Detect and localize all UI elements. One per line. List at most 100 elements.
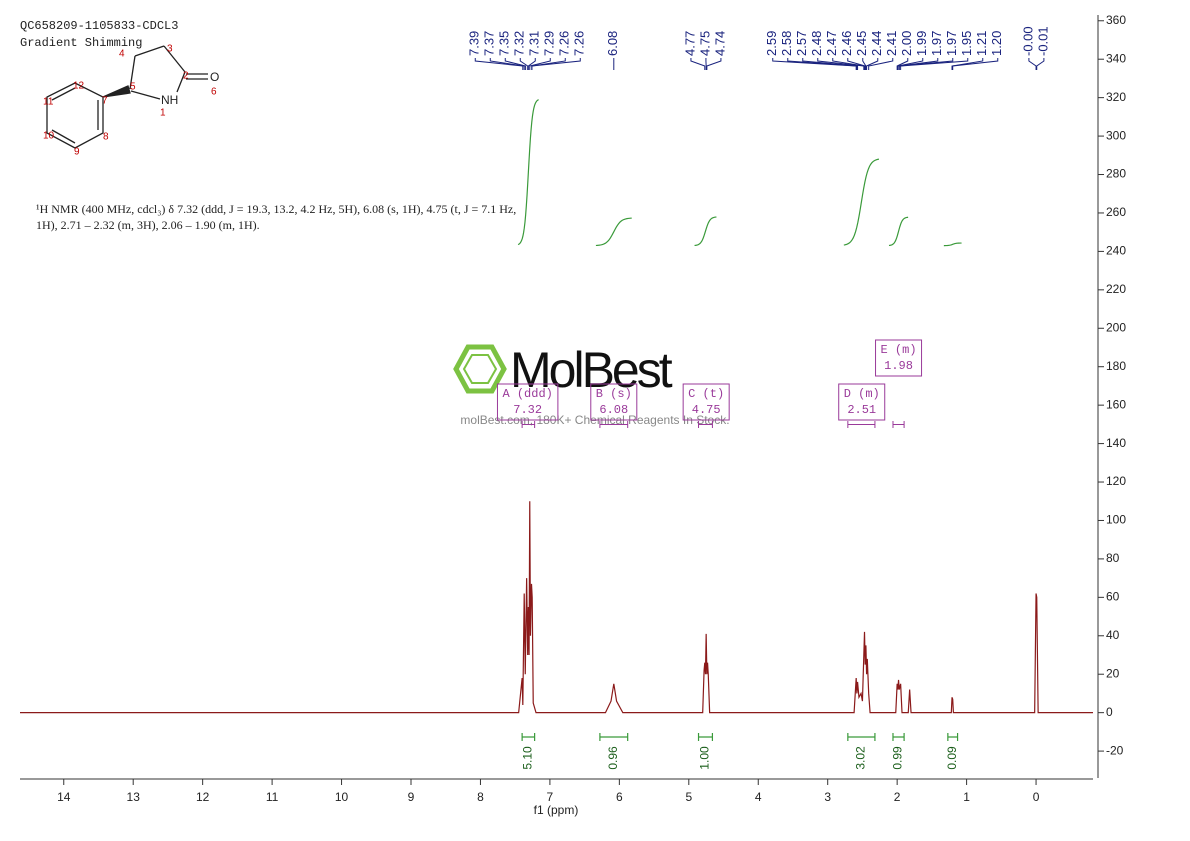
spectrum-line [20,501,1093,714]
watermark-logo [453,344,507,394]
peak-connector [802,58,859,70]
peak-label: 2.47 [824,31,839,56]
peak-label: 7.35 [497,31,512,56]
integral-bracket [599,733,629,741]
x-tick-label: 10 [335,790,349,804]
bond [134,45,165,57]
peak-label: 4.75 [697,31,712,56]
integral-bracket [697,733,714,741]
watermark-text: MolBest [510,342,673,398]
multiplet-label: A (ddd) [502,387,552,401]
peak-connector [772,58,857,70]
x-tick-label: 4 [755,790,762,804]
peak-label: 2.44 [869,31,884,56]
peak-label: -0.01 [1035,26,1050,56]
x-tick-label: 0 [1033,790,1040,804]
integral-label: 0.96 [606,746,620,770]
multiplet-label: E (m) [881,343,917,357]
peak-label: 7.31 [527,31,542,56]
y-tick-label: 0 [1106,705,1113,719]
bond [129,55,136,90]
chart-subtitle: Gradient Shimming [20,36,142,50]
multiplet-box: B (s) 6.08 [590,383,638,421]
y-tick-label: 220 [1106,282,1126,296]
y-tick-label: 140 [1106,436,1126,450]
x-axis-label: f1 (ppm) [534,803,579,817]
x-tick-label: 8 [477,790,484,804]
peak-label: 2.57 [794,31,809,56]
integral-curve [595,217,632,247]
integral-bracket [947,733,959,741]
integral-bracket [892,733,905,741]
peak-connector [952,58,999,70]
y-tick-label: 320 [1106,90,1126,104]
integral-bracket [847,733,876,741]
x-tick-label: 2 [894,790,901,804]
y-tick-label: 40 [1106,628,1120,642]
integral-label: 5.10 [521,746,535,770]
y-tick-label: 240 [1106,244,1126,258]
y-tick-label: 300 [1106,128,1126,142]
x-tick-label: 11 [266,790,279,804]
y-tick-label: -20 [1106,743,1124,757]
integral-curve [843,158,880,246]
multiplet-frame [590,383,638,421]
y-tick-label: 80 [1106,551,1120,565]
integral-curve [694,216,717,247]
peak-label: 7.26 [572,31,587,56]
peak-label: 7.32 [512,31,527,56]
integral-label: 3.02 [854,746,868,770]
atom-number: 10 [43,131,55,142]
multiplet-shift: 7.32 [513,403,542,417]
bond [130,90,161,100]
y-tick-label: 100 [1106,513,1126,527]
x-tick-label: 13 [127,790,141,804]
y-tick-label: 60 [1106,590,1120,604]
peak-connector [531,58,581,70]
peak-connector [896,58,909,70]
peak-connector [897,58,924,70]
y-tick-label: 120 [1106,474,1126,488]
integral-curve [517,99,539,246]
x-tick-label: 12 [196,790,210,804]
atom-number: 11 [43,97,54,108]
integral-label: 0.99 [891,746,905,770]
peak-label: 7.26 [557,31,572,56]
y-tick-label: 180 [1106,359,1126,373]
y-tick-label: 280 [1106,167,1126,181]
y-tick-label: 360 [1106,13,1126,27]
atom-label: NH [161,93,178,107]
benzene-ring [46,82,104,149]
peak-connector [862,58,867,70]
x-tick-label: 14 [57,790,71,804]
peak-connector [489,58,525,70]
y-tick-label: 260 [1106,205,1126,219]
peak-label: 7.37 [482,31,497,56]
x-tick-label: 7 [547,790,554,804]
multiplet-box: C (t) 4.75 [682,383,730,421]
peak-label: 1.21 [974,31,989,56]
peak-connector [817,58,865,70]
multiplet-shift: 6.08 [599,403,628,417]
multiplet-range [599,421,629,428]
peak-connector [1028,58,1037,70]
x-tick-label: 9 [408,790,415,804]
bond [163,45,186,73]
peak-label: 2.48 [809,31,824,56]
peak-label: 1.95 [959,31,974,56]
peak-connector [900,58,969,70]
multiplet-shift: 2.51 [847,403,876,417]
atom-number: 1 [160,108,166,119]
atom-number: 3 [167,44,173,55]
bond [176,71,186,93]
multiplet-range [892,421,905,428]
multiplet-range [521,421,536,428]
peak-label: 2.41 [884,31,899,56]
multiplet-label: D (m) [844,387,880,401]
bond [51,129,76,144]
multiplet-frame [838,383,886,421]
multiplet-box: D (m) 2.51 [838,383,886,421]
nmr-description: 1H), 2.71 – 2.32 (m, 3H), 2.06 – 1.90 (m… [36,218,260,232]
peak-connector [868,58,894,70]
